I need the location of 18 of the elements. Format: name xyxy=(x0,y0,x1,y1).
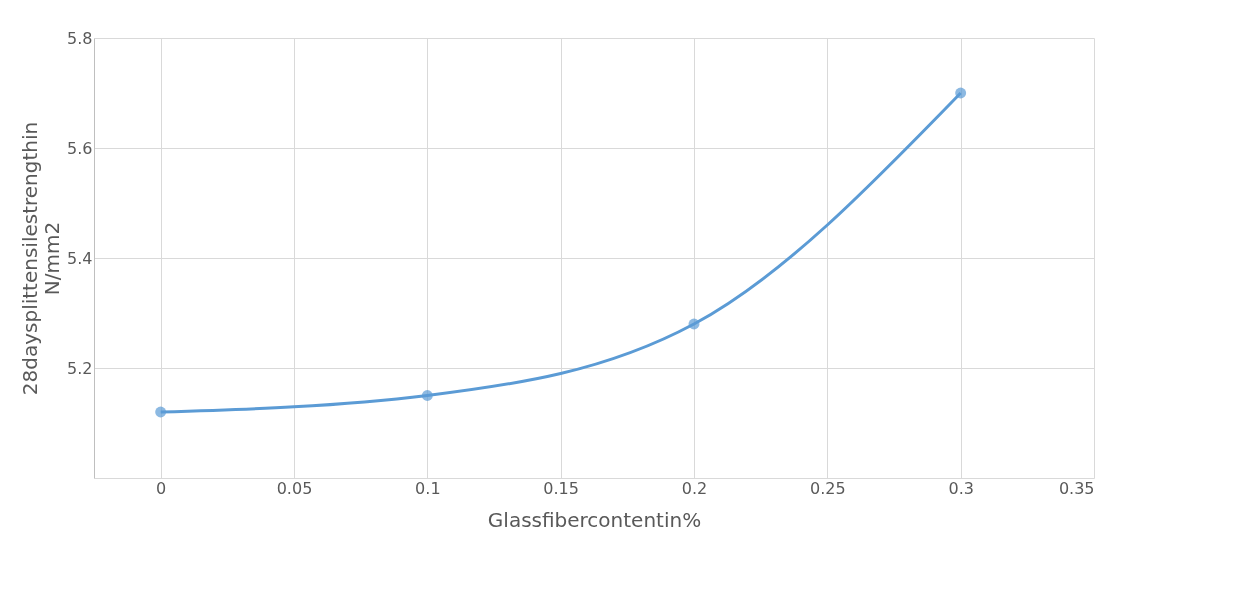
x-tick-label: 0.1 xyxy=(415,478,441,498)
x-tick-label: 0.15 xyxy=(543,478,579,498)
y-tick-label: 5.6 xyxy=(67,138,93,158)
x-tick-label: 0.35 xyxy=(1058,478,1095,498)
point xyxy=(155,406,167,418)
x-tick-label: 0.25 xyxy=(810,478,846,498)
x-axis-title: Glassfibercontentin% xyxy=(487,507,702,532)
point xyxy=(955,87,967,99)
y-tick-label: 5.2 xyxy=(67,358,93,378)
y-axis-title: 28daysplittensilestrengthin N/mm2 xyxy=(18,121,65,396)
x-tick-label: 0 xyxy=(156,478,167,498)
x-tick-label: 0.3 xyxy=(948,478,974,498)
y-tick-label: 5.8 xyxy=(67,28,93,48)
x-tick-label: 0.2 xyxy=(681,478,708,498)
point xyxy=(421,390,433,401)
y-tick-label: 5.4 xyxy=(67,248,93,268)
x-tick-label: 0.05 xyxy=(276,478,313,498)
point xyxy=(688,318,700,330)
